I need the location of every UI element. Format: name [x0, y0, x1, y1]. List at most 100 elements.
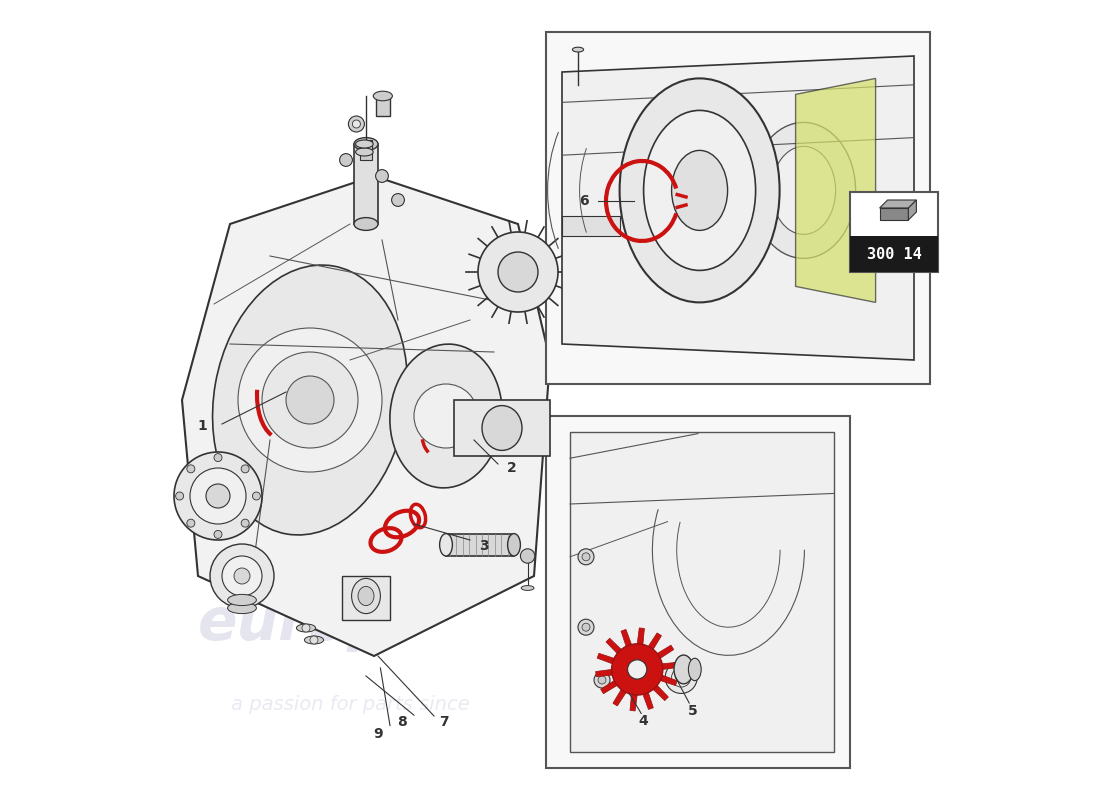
Ellipse shape — [389, 344, 502, 488]
Circle shape — [206, 484, 230, 508]
Circle shape — [578, 619, 594, 635]
Text: europ: europ — [198, 595, 389, 653]
Circle shape — [286, 376, 334, 424]
Polygon shape — [880, 200, 916, 208]
Polygon shape — [597, 654, 614, 664]
Polygon shape — [657, 645, 673, 658]
Ellipse shape — [355, 148, 373, 156]
Circle shape — [176, 492, 184, 500]
Circle shape — [582, 553, 590, 561]
Text: a passion for parts since: a passion for parts since — [231, 694, 470, 714]
Circle shape — [478, 232, 558, 312]
Text: 1: 1 — [197, 418, 207, 433]
Bar — [850, 192, 938, 272]
Circle shape — [340, 154, 352, 166]
Circle shape — [214, 530, 222, 538]
Circle shape — [187, 465, 195, 473]
Circle shape — [594, 672, 610, 688]
Polygon shape — [601, 681, 617, 694]
Polygon shape — [621, 630, 631, 646]
Polygon shape — [182, 176, 550, 656]
Ellipse shape — [296, 624, 316, 632]
Circle shape — [414, 384, 478, 448]
Ellipse shape — [771, 146, 836, 234]
Circle shape — [262, 352, 358, 448]
Text: 6: 6 — [580, 194, 590, 208]
Text: 4: 4 — [639, 714, 649, 729]
Circle shape — [252, 492, 261, 500]
Bar — [562, 216, 619, 236]
Polygon shape — [648, 633, 661, 650]
Circle shape — [582, 623, 590, 631]
Ellipse shape — [352, 578, 381, 614]
Circle shape — [210, 544, 274, 608]
Circle shape — [222, 556, 262, 596]
Ellipse shape — [507, 534, 520, 556]
Circle shape — [628, 660, 647, 679]
Ellipse shape — [305, 636, 323, 644]
Ellipse shape — [354, 218, 378, 230]
Bar — [446, 534, 514, 556]
Polygon shape — [880, 208, 909, 220]
Ellipse shape — [212, 265, 407, 535]
Ellipse shape — [358, 586, 374, 606]
Polygon shape — [606, 638, 621, 654]
Circle shape — [234, 568, 250, 584]
Circle shape — [612, 644, 663, 695]
Ellipse shape — [619, 78, 780, 302]
Polygon shape — [662, 662, 679, 670]
Ellipse shape — [751, 122, 856, 258]
Ellipse shape — [440, 534, 452, 556]
Polygon shape — [642, 693, 653, 710]
Polygon shape — [613, 690, 626, 706]
Circle shape — [190, 468, 246, 524]
Polygon shape — [596, 670, 613, 677]
Circle shape — [375, 170, 388, 182]
Circle shape — [578, 549, 594, 565]
Polygon shape — [562, 56, 914, 360]
Polygon shape — [653, 686, 669, 701]
Text: 5: 5 — [689, 704, 698, 718]
Circle shape — [241, 519, 250, 527]
Circle shape — [498, 252, 538, 292]
Ellipse shape — [355, 140, 373, 148]
Circle shape — [241, 465, 250, 473]
Circle shape — [672, 668, 691, 687]
Circle shape — [187, 519, 195, 527]
Bar — [546, 416, 850, 768]
Polygon shape — [637, 628, 645, 645]
Ellipse shape — [672, 150, 727, 230]
Polygon shape — [795, 78, 876, 302]
Text: 9: 9 — [373, 726, 383, 741]
Circle shape — [392, 194, 405, 206]
Circle shape — [598, 676, 606, 684]
Text: 2: 2 — [507, 461, 517, 475]
Polygon shape — [909, 200, 916, 220]
Ellipse shape — [521, 586, 534, 590]
Ellipse shape — [373, 91, 393, 101]
Circle shape — [310, 636, 318, 644]
Ellipse shape — [644, 110, 756, 270]
Circle shape — [238, 328, 382, 472]
Circle shape — [302, 624, 310, 632]
Bar — [354, 144, 378, 224]
Circle shape — [174, 452, 262, 540]
Polygon shape — [660, 675, 678, 686]
Bar — [454, 400, 550, 456]
Ellipse shape — [572, 47, 584, 52]
Ellipse shape — [228, 594, 256, 606]
Ellipse shape — [674, 655, 693, 684]
Circle shape — [520, 549, 535, 563]
Polygon shape — [630, 694, 637, 711]
Ellipse shape — [354, 138, 378, 150]
Circle shape — [352, 120, 361, 128]
Bar — [342, 576, 390, 620]
Ellipse shape — [482, 406, 522, 450]
Bar — [850, 236, 938, 272]
Circle shape — [349, 116, 364, 132]
Text: 8: 8 — [397, 714, 407, 729]
Text: 300 14: 300 14 — [867, 247, 922, 262]
Circle shape — [214, 454, 222, 462]
Polygon shape — [570, 432, 834, 752]
Bar — [375, 96, 390, 116]
